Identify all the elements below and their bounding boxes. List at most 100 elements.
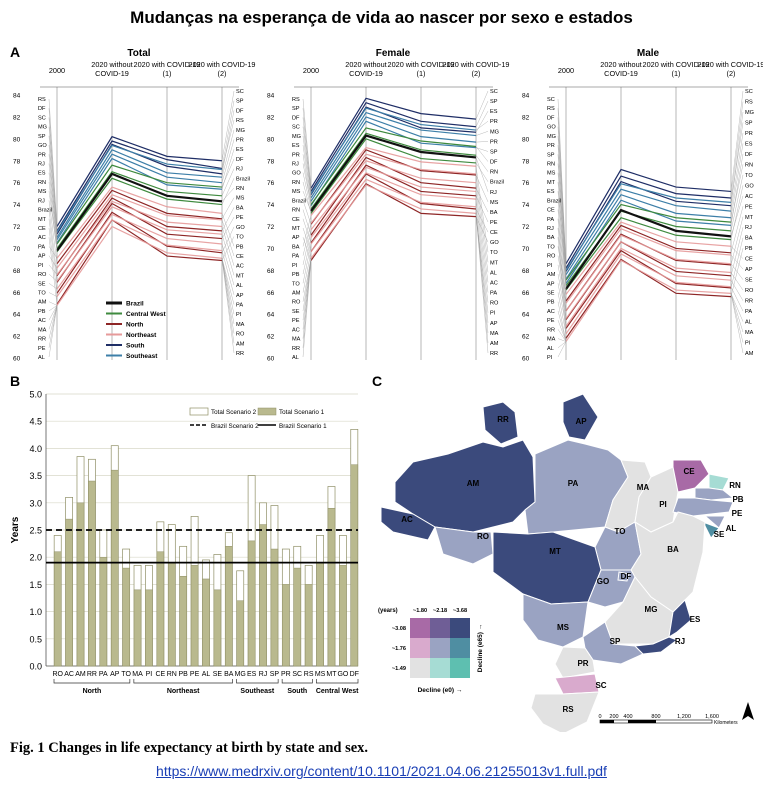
x-category-label: AP bbox=[110, 671, 120, 678]
legend: Brazil Central West North Northeast South Sou… bbox=[106, 301, 166, 360]
state-label-pr: PR bbox=[577, 659, 588, 668]
y-tick-label: 3.0 bbox=[29, 498, 42, 508]
y-tick-label: 64 bbox=[267, 312, 275, 319]
right-state-label: PI bbox=[236, 312, 242, 318]
legend-cell bbox=[430, 638, 450, 658]
leader-line bbox=[48, 218, 58, 283]
leader-line bbox=[302, 229, 312, 265]
scale-bar-segment bbox=[628, 720, 656, 723]
left-state-label: SP bbox=[38, 134, 46, 140]
right-state-label: PA bbox=[490, 291, 497, 297]
state-label-rn: RN bbox=[729, 481, 741, 490]
legend-cell bbox=[430, 658, 450, 678]
legend-label: Total Scenario 2 bbox=[211, 409, 257, 416]
right-state-label: PR bbox=[236, 138, 244, 144]
y-tick-label: 80 bbox=[13, 136, 21, 143]
left-state-label: RS bbox=[547, 106, 555, 112]
leader-line bbox=[730, 122, 744, 203]
group-bracket bbox=[236, 679, 279, 684]
leader-line bbox=[48, 273, 58, 282]
state-pb bbox=[694, 487, 735, 501]
left-state-label: TO bbox=[292, 281, 300, 287]
right-state-label: AP bbox=[236, 293, 244, 299]
series-line-southeast bbox=[310, 111, 477, 199]
leader-line bbox=[48, 292, 58, 297]
leader-line bbox=[557, 191, 567, 289]
series-line-central-west bbox=[565, 203, 732, 281]
left-state-label: ES bbox=[292, 143, 300, 149]
series-line-northeast bbox=[56, 206, 223, 282]
x-category-label: RS bbox=[304, 671, 314, 678]
leader-line bbox=[48, 98, 58, 227]
x-category-label: PI bbox=[146, 671, 153, 678]
left-state-label: SE bbox=[547, 291, 555, 297]
figure-caption: Fig. 1 Changes in life expectancy at bir… bbox=[10, 740, 369, 756]
right-state-label: RO bbox=[236, 332, 245, 338]
left-state-label: AC bbox=[547, 309, 555, 315]
leader-line bbox=[221, 197, 235, 219]
y-tick-label: 60 bbox=[267, 356, 275, 363]
leader-line bbox=[48, 154, 58, 243]
left-state-label: GO bbox=[547, 125, 556, 131]
series-line-south bbox=[565, 175, 732, 269]
state-label-ap: AP bbox=[575, 417, 587, 426]
left-state-label: CE bbox=[547, 208, 555, 214]
leader-line bbox=[221, 213, 235, 247]
x-category-label: 2020 without COVID-19 bbox=[91, 60, 132, 78]
legend-cell bbox=[450, 618, 470, 638]
right-state-label: AM bbox=[745, 351, 754, 357]
right-state-label: AM bbox=[490, 341, 499, 347]
leader-line bbox=[48, 305, 58, 339]
state-label-ce: CE bbox=[683, 467, 695, 476]
left-state-label: CE bbox=[292, 217, 300, 223]
leader-line bbox=[221, 243, 235, 286]
x-category-label: AL bbox=[202, 671, 211, 678]
bar-scenario-1 bbox=[350, 464, 359, 667]
right-state-label: Brazil bbox=[490, 180, 504, 186]
series-line-south bbox=[56, 135, 223, 227]
leader-line bbox=[221, 217, 235, 239]
left-state-label: PR bbox=[547, 143, 555, 149]
series-line-southeast bbox=[56, 144, 223, 233]
x-category-label: BA bbox=[224, 671, 234, 678]
right-state-label: MT bbox=[236, 273, 245, 279]
leader-line bbox=[48, 200, 58, 264]
left-state-label: MS bbox=[547, 171, 556, 177]
state-label-mg: MG bbox=[645, 605, 658, 614]
leader-line bbox=[730, 293, 744, 343]
north-arrow-icon bbox=[742, 702, 754, 720]
leader-line bbox=[302, 215, 312, 247]
right-state-label: DF bbox=[236, 108, 244, 114]
group-label: Northeast bbox=[167, 688, 200, 695]
y-tick-label: 72 bbox=[13, 224, 21, 231]
leader-line bbox=[48, 305, 58, 358]
legend-label: Total Scenario 1 bbox=[279, 409, 325, 416]
state-label-ba: BA bbox=[667, 545, 679, 554]
leader-line bbox=[48, 209, 58, 276]
right-state-label: TO bbox=[236, 235, 244, 241]
series-line-southeast bbox=[310, 107, 477, 194]
x-category-label: CE bbox=[156, 671, 166, 678]
x-category-label: RN bbox=[167, 671, 177, 678]
leader-line bbox=[475, 166, 489, 253]
series-line-south bbox=[310, 101, 477, 192]
y-tick-label: 62 bbox=[13, 334, 21, 341]
leader-line bbox=[221, 234, 235, 276]
source-link[interactable]: https://www.medrxiv.org/content/10.1101/… bbox=[156, 763, 607, 779]
series-line-southeast bbox=[56, 149, 223, 238]
left-state-label: SC bbox=[292, 125, 300, 131]
state-label-pi: PI bbox=[659, 500, 667, 509]
right-state-label: ES bbox=[236, 147, 244, 153]
legend-label: North bbox=[126, 322, 143, 329]
left-state-label: GO bbox=[38, 143, 47, 149]
series-line-southeast bbox=[565, 188, 732, 276]
left-state-label: AM bbox=[38, 300, 47, 306]
scale-tick: 200 bbox=[609, 714, 618, 720]
bar-scenario-1 bbox=[99, 556, 108, 667]
bar-scenario-1 bbox=[304, 584, 313, 667]
right-state-label: RJ bbox=[236, 167, 243, 173]
legend-cell bbox=[450, 658, 470, 678]
y-tick-label: 82 bbox=[13, 114, 21, 121]
